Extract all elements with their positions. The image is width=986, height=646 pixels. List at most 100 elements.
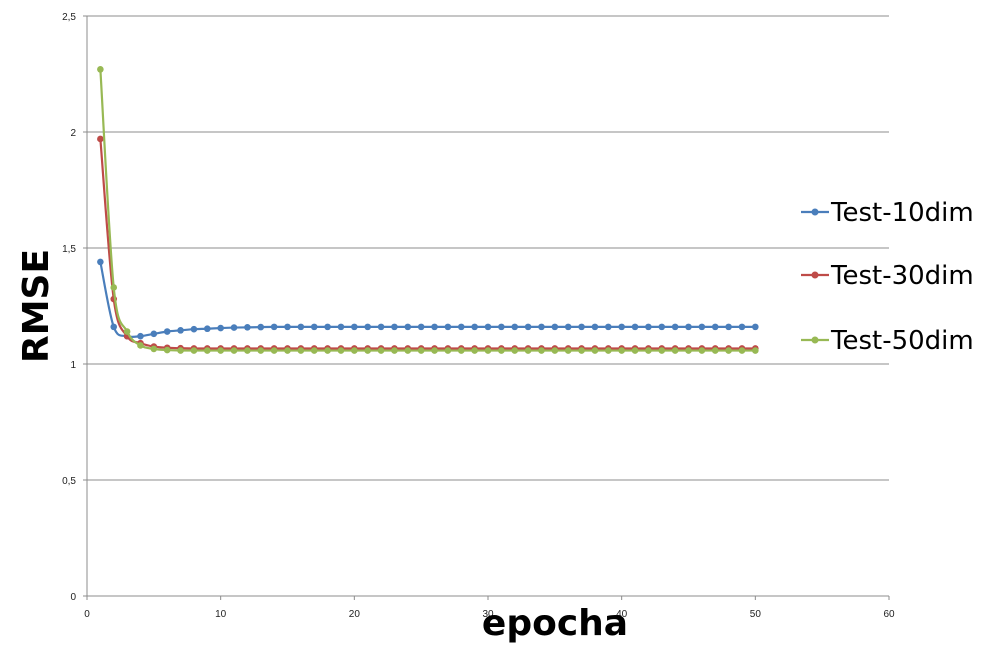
data-point-Test-10dim-45: [685, 323, 692, 331]
data-point-Test-50dim-38: [591, 347, 599, 354]
data-point-Test-50dim-17: [310, 347, 318, 354]
data-point-Test-50dim-16: [297, 347, 305, 354]
y-tick-label-4: 2: [70, 128, 76, 139]
x-axis-title: epocha: [482, 603, 628, 644]
data-point-Test-10dim-32: [511, 323, 519, 331]
data-point-Test-50dim-4: [137, 342, 144, 349]
data-point-Test-50dim-6: [163, 346, 171, 354]
data-point-Test-10dim-14: [270, 323, 278, 331]
x-tick-label-6: 60: [883, 609, 895, 620]
x-tick-label-2: 20: [349, 609, 361, 620]
data-point-Test-10dim-15: [284, 323, 291, 331]
y-tick-label-3: 1,5: [62, 244, 76, 255]
data-point-Test-50dim-18: [324, 347, 331, 354]
data-point-Test-50dim-15: [284, 347, 291, 354]
data-point-Test-50dim-37: [578, 347, 585, 354]
data-point-Test-10dim-42: [645, 323, 652, 331]
data-point-Test-50dim-45: [685, 347, 692, 354]
data-point-Test-10dim-24: [404, 323, 412, 331]
data-point-Test-10dim-48: [725, 323, 732, 331]
data-point-Test-50dim-47: [711, 347, 719, 354]
data-point-Test-50dim-46: [698, 347, 706, 354]
data-point-Test-10dim-29: [471, 323, 478, 331]
data-point-Test-50dim-30: [484, 347, 492, 354]
data-point-Test-10dim-1: [97, 258, 104, 266]
data-point-Test-10dim-23: [391, 323, 398, 331]
data-point-Test-50dim-44: [671, 347, 679, 354]
data-point-Test-10dim-27: [444, 323, 452, 331]
data-point-Test-10dim-28: [457, 323, 465, 331]
data-point-Test-50dim-34: [538, 347, 545, 354]
legend-entry-Test-10dim: Test-10dim: [801, 198, 974, 228]
data-point-Test-10dim-31: [498, 323, 505, 331]
data-point-Test-50dim-41: [631, 347, 639, 354]
legend-label: Test-30dim: [830, 261, 974, 291]
data-point-Test-10dim-5: [150, 330, 158, 338]
data-point-Test-10dim-43: [658, 323, 666, 331]
data-point-Test-10dim-2: [110, 323, 118, 331]
data-point-Test-50dim-7: [177, 347, 184, 354]
data-point-Test-10dim-8: [190, 325, 198, 333]
data-point-Test-50dim-9: [204, 347, 211, 354]
data-point-Test-50dim-11: [230, 347, 238, 354]
data-point-Test-50dim-31: [498, 347, 505, 354]
series-line-Test-10dim: [99, 261, 756, 339]
data-point-Test-50dim-42: [645, 347, 652, 354]
data-point-Test-50dim-12: [244, 347, 251, 354]
data-point-Test-50dim-2: [110, 284, 118, 291]
data-point-Test-10dim-10: [217, 324, 224, 332]
legend-label: Test-50dim: [830, 326, 974, 356]
data-point-Test-50dim-28: [457, 347, 465, 354]
data-point-Test-10dim-34: [538, 323, 545, 331]
x-tick-label-0: 0: [84, 609, 90, 620]
series-Test-50dim: [97, 66, 759, 354]
data-point-Test-10dim-9: [204, 325, 211, 333]
data-point-Test-50dim-25: [417, 347, 425, 354]
series-Test-30dim: [97, 135, 759, 352]
data-point-Test-10dim-46: [698, 323, 706, 331]
data-point-Test-10dim-26: [431, 323, 438, 331]
data-point-Test-10dim-44: [671, 323, 679, 331]
data-point-Test-50dim-13: [257, 347, 265, 354]
data-point-Test-50dim-14: [270, 347, 278, 354]
data-point-Test-50dim-21: [364, 347, 372, 354]
legend-swatch-marker: [811, 336, 819, 344]
gridlines: [87, 15, 889, 481]
x-tick-label-4: 40: [616, 609, 628, 620]
data-point-Test-50dim-26: [431, 347, 438, 354]
data-point-Test-50dim-1: [97, 66, 104, 73]
data-point-Test-50dim-23: [391, 347, 398, 354]
data-point-Test-50dim-43: [658, 347, 666, 354]
data-point-Test-10dim-19: [337, 323, 345, 331]
data-point-Test-50dim-24: [404, 347, 412, 354]
data-point-Test-30dim-1: [97, 135, 104, 143]
series-line-Test-30dim: [99, 138, 756, 350]
data-point-Test-10dim-4: [137, 332, 144, 340]
data-point-Test-10dim-6: [163, 328, 171, 335]
data-point-Test-50dim-33: [524, 347, 532, 354]
data-point-Test-50dim-35: [551, 347, 559, 354]
y-axis-title: RMSE: [16, 249, 57, 363]
series-layer: [97, 66, 759, 354]
legend-swatch-marker: [811, 208, 819, 216]
data-point-Test-10dim-49: [738, 323, 746, 331]
data-point-Test-50dim-36: [564, 347, 572, 354]
data-point-Test-10dim-17: [310, 323, 318, 331]
data-point-Test-50dim-49: [738, 347, 746, 354]
x-tick-label-5: 50: [750, 609, 762, 620]
data-point-Test-10dim-38: [591, 323, 599, 331]
data-point-Test-10dim-13: [257, 323, 265, 331]
x-tick-label-1: 10: [215, 609, 227, 620]
data-point-Test-50dim-19: [337, 347, 345, 354]
data-point-Test-10dim-47: [711, 323, 719, 331]
data-point-Test-10dim-37: [578, 323, 585, 331]
data-point-Test-10dim-33: [524, 323, 532, 331]
data-point-Test-10dim-11: [230, 324, 238, 331]
axes: [83, 15, 890, 600]
series-line-Test-50dim: [99, 69, 756, 352]
data-point-Test-50dim-27: [444, 347, 452, 354]
data-point-Test-50dim-32: [511, 347, 519, 354]
y-tick-label-0: 0: [70, 592, 76, 603]
data-point-Test-50dim-39: [605, 347, 612, 354]
data-point-Test-50dim-8: [190, 347, 198, 354]
